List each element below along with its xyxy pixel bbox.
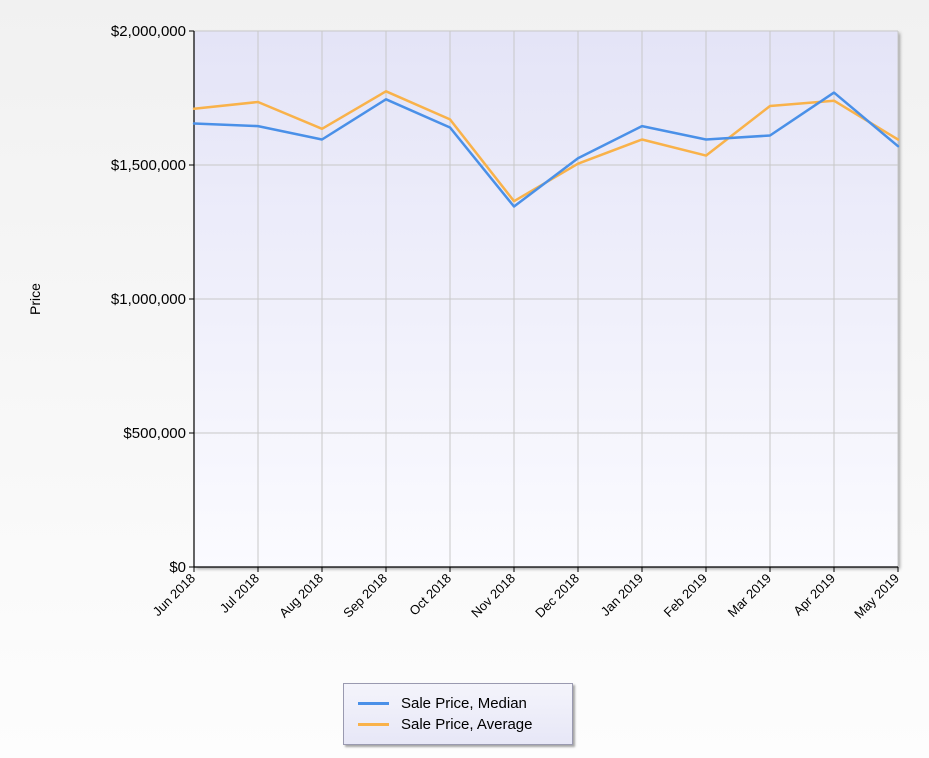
legend-item-average: Sale Price, Average xyxy=(358,714,532,734)
y-tick-label: $0 xyxy=(169,559,186,576)
series-lines xyxy=(192,90,900,208)
x-tick-label: Aug 2018 xyxy=(276,571,326,621)
x-tick-label: May 2019 xyxy=(851,571,902,622)
y-axis-title: Price xyxy=(27,283,43,315)
x-tick-label: Mar 2019 xyxy=(725,571,774,620)
legend-swatch-median xyxy=(358,701,389,705)
y-tick-label: $1,500,000 xyxy=(111,157,186,174)
y-tick-label: $500,000 xyxy=(123,425,186,442)
x-tick-label: Apr 2019 xyxy=(790,571,838,619)
x-tick-label: Dec 2018 xyxy=(532,571,582,621)
series-line-median xyxy=(192,91,900,208)
x-tick-label: Feb 2019 xyxy=(661,571,710,620)
legend-swatch-average xyxy=(358,722,389,726)
y-tick-label: $1,000,000 xyxy=(111,291,186,308)
axes xyxy=(189,30,899,572)
x-tick-label: Jul 2018 xyxy=(217,571,262,616)
x-tick-label: Oct 2018 xyxy=(406,571,454,619)
legend-item-median: Sale Price, Median xyxy=(358,693,527,713)
x-tick-label: Sep 2018 xyxy=(340,571,390,621)
x-tick-label: Jun 2018 xyxy=(150,571,198,619)
y-tick-label: $2,000,000 xyxy=(111,23,186,40)
legend-label-median: Sale Price, Median xyxy=(401,694,527,712)
x-tick-label: Jan 2019 xyxy=(598,571,646,619)
legend-label-average: Sale Price, Average xyxy=(401,715,533,733)
legend: Sale Price, Median Sale Price, Average xyxy=(343,683,573,745)
x-tick-label: Nov 2018 xyxy=(468,571,518,621)
